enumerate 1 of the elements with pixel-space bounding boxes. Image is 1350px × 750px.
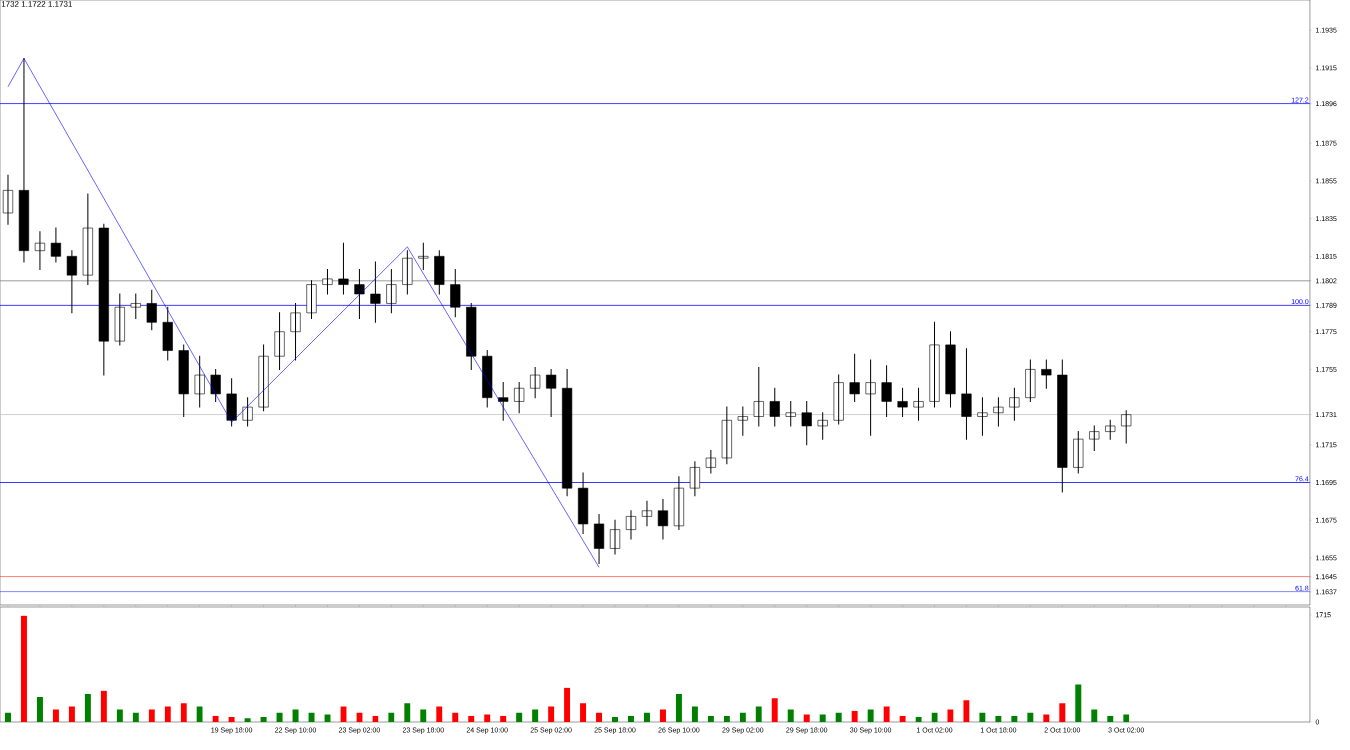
chart-title: 1732 1.1722 1.1731 (1, 1, 72, 7)
